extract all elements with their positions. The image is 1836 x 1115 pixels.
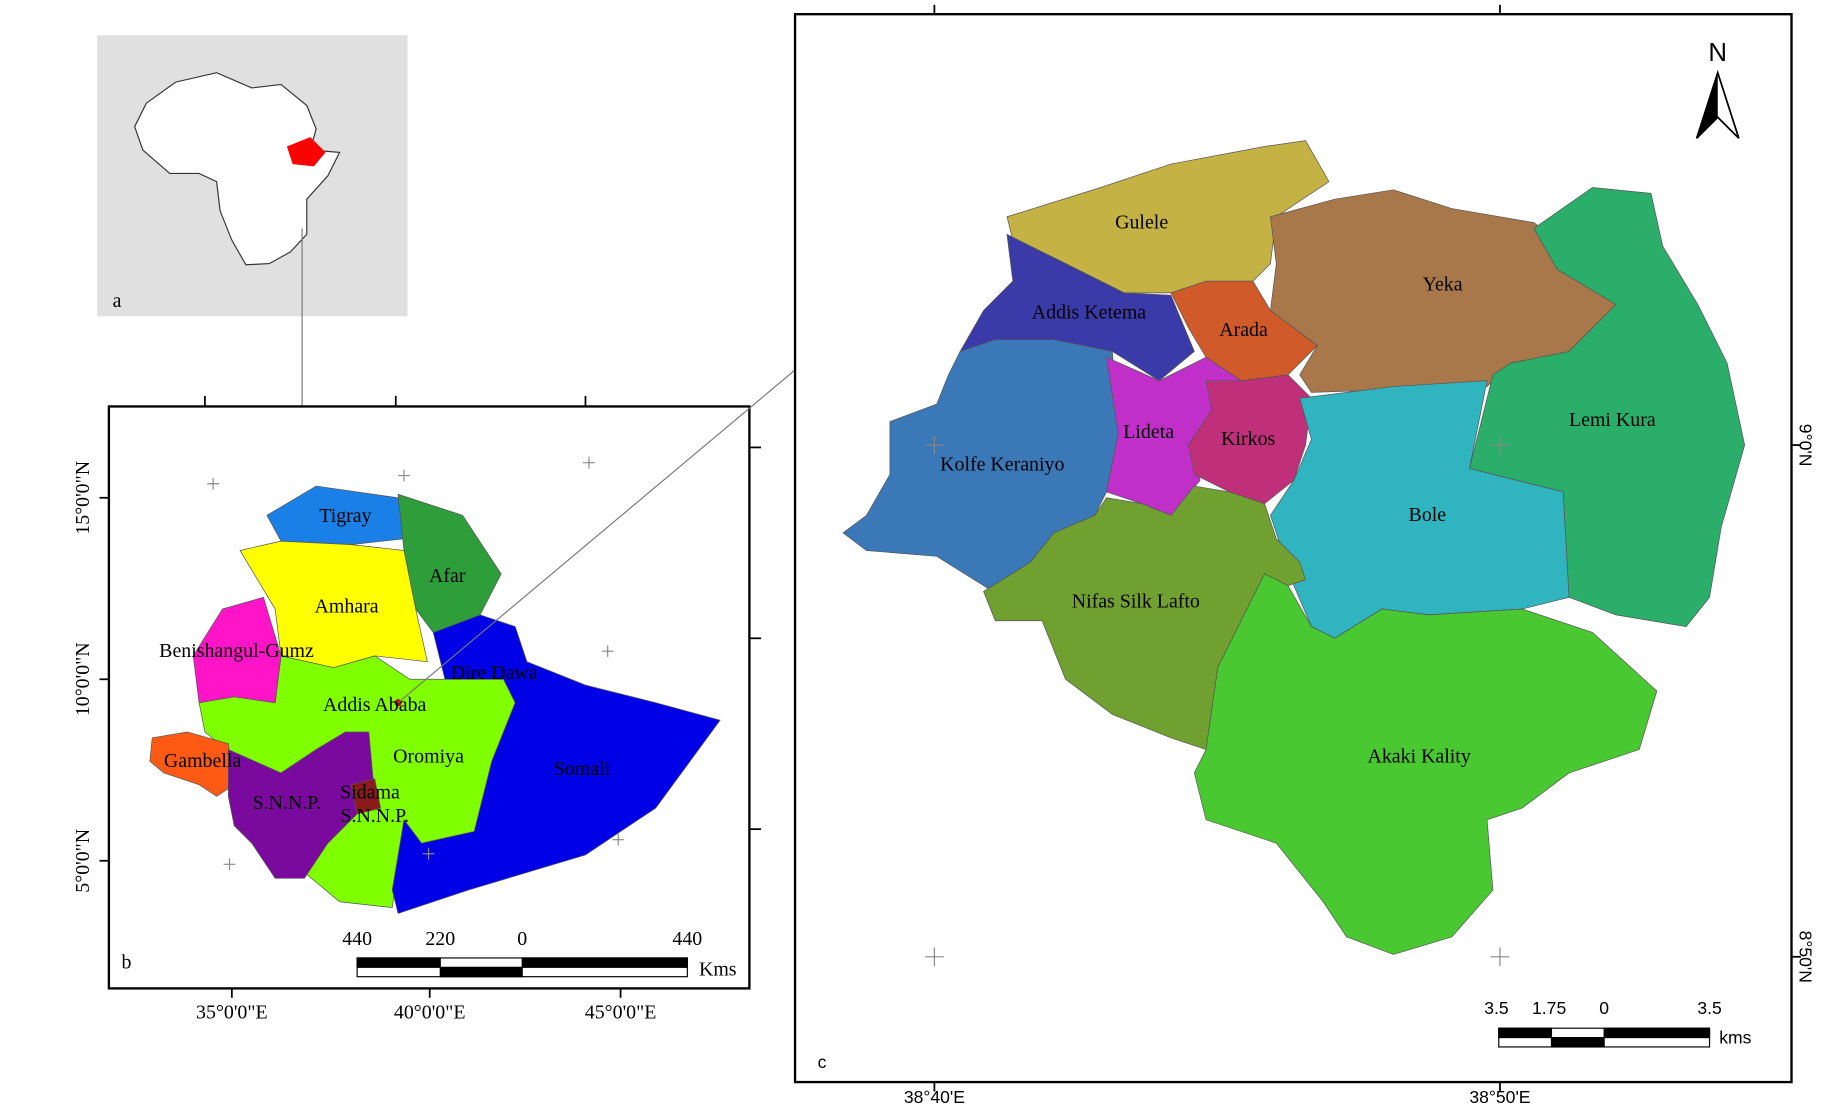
subcity-label: Yeka (1423, 273, 1463, 295)
subcity-label: Bole (1409, 504, 1447, 526)
connector (397, 368, 797, 704)
subcity-label: Gulele (1115, 211, 1168, 233)
region-label: S.N.N.P. (340, 805, 409, 827)
subcity-label: Nifas Silk Lafto (1072, 591, 1200, 613)
region-label: Addis Ababa (323, 694, 426, 716)
africa-outline (134, 72, 341, 266)
lat-label: 10°0'0"N (72, 642, 94, 716)
region-label: Tigray (319, 505, 371, 527)
lon-label: 38°40'E (904, 1087, 965, 1107)
region-label: Gambella (164, 750, 241, 772)
lon-label: 40°0'0"E (394, 1002, 466, 1024)
subcity-label: Arada (1219, 319, 1268, 341)
graticule-c (925, 435, 1510, 967)
scale-unit: Kms (699, 958, 737, 980)
scale-label: 0 (1599, 998, 1609, 1018)
scale-label: 440 (672, 928, 702, 950)
region-label: Somali (554, 758, 611, 780)
panel-label: b (121, 951, 131, 973)
graticule-b (207, 456, 625, 871)
scale-label: 3.5 (1697, 998, 1722, 1018)
region-label: Benishangul-Gumz (159, 640, 314, 662)
region-label: S.N.N.P. (253, 792, 322, 814)
north-arrow-fill (1696, 72, 1718, 139)
subcity-label: Kirkos (1221, 428, 1275, 450)
scale-label: 0 (517, 928, 527, 950)
lon-label: 38°50'E (1469, 1087, 1530, 1107)
panel-label: c (818, 1052, 827, 1072)
scale-label: 1.75 (1532, 998, 1566, 1018)
regions-b (149, 485, 721, 914)
north-label: N (1708, 39, 1727, 67)
scale-unit: kms (1719, 1027, 1751, 1047)
subcities (842, 140, 1746, 955)
lat-label: 15°0'0"N (72, 461, 94, 535)
region-label: Sidama (340, 782, 400, 804)
scale-label: 3.5 (1484, 998, 1509, 1018)
subcity-label: Addis Ketema (1032, 302, 1147, 324)
lat-label: 8°50'N (1796, 931, 1816, 983)
region-label: Dire Dawa (451, 662, 538, 684)
lon-label: 35°0'0"E (196, 1002, 268, 1024)
ticks-b (99, 395, 762, 998)
lon-label: 45°0'0"E (585, 1002, 657, 1024)
subcity-label: Lemi Kura (1569, 409, 1656, 431)
subcity-label: Kolfe Keraniyo (940, 454, 1064, 476)
region-label: Amhara (315, 595, 379, 617)
region-label: Afar (429, 565, 466, 587)
scale-label: 220 (425, 928, 455, 950)
scale-bar (1498, 1027, 1711, 1048)
lat-label: 5°0'0"N (72, 829, 94, 893)
scale-bar (356, 957, 688, 978)
region-label: Oromiya (393, 745, 464, 767)
subcity-label: Lideta (1123, 421, 1174, 443)
ticks-c (933, 4, 1801, 1092)
ethiopia-highlight (286, 137, 326, 167)
scale-label: 440 (342, 928, 372, 950)
panel-label: a (113, 290, 122, 312)
lat-label: 9°0'N (1796, 424, 1816, 467)
subcity-label: Akaki Kality (1367, 745, 1470, 767)
